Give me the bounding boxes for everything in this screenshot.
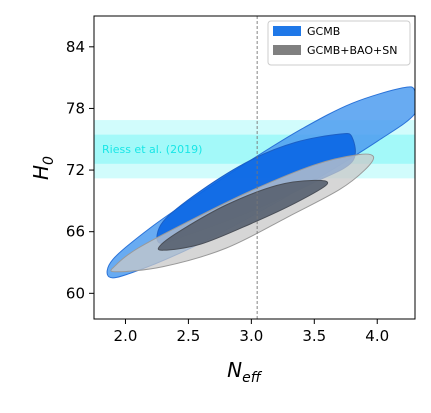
y-axis-label: H0 [29,156,57,180]
x-axis-label-subscript: eff [242,370,263,386]
ticks-layer: 2.0 2.5 3.0 3.5 4.0 60 66 72 78 84 [66,38,389,345]
legend: GCMB GCMB+BAO+SN [267,20,411,66]
contour-gcmb-bao-sn-68 [157,179,329,251]
x-tick-label: 2.5 [176,327,200,345]
x-tick-label: 3.0 [239,327,263,345]
legend-box [267,20,411,66]
riess-band-label: Riess et al. (2019) [102,143,202,156]
legend-swatch-gcmb [273,26,301,36]
x-axis-label-main: N [227,358,242,382]
y-axis-label-main: H [29,165,53,180]
legend-label-gcmb-bao-sn: GCMB+BAO+SN [307,44,397,57]
y-axis-label-subscript: 0 [41,156,57,165]
y-tick-label: 60 [66,284,85,302]
legend-swatch-gcmb-bao-sn [273,45,301,55]
y-tick-label: 78 [66,99,85,117]
plot-layer: Riess et al. (2019) [94,16,415,319]
y-tick-label: 66 [66,223,85,241]
plot-frame [93,15,416,320]
x-tick-label: 3.5 [302,327,326,345]
legend-label-gcmb: GCMB [307,25,340,38]
x-tick-label: 4.0 [365,327,389,345]
x-tick-label: 2.0 [114,327,138,345]
y-tick-label: 72 [66,161,85,179]
y-tick-label: 84 [66,38,85,56]
x-axis-label: Neff [227,358,263,386]
